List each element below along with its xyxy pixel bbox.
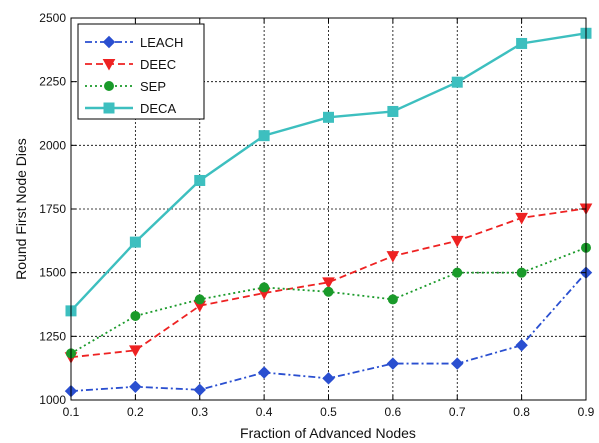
- y-tick-label: 1000: [39, 393, 66, 407]
- data-point-leach: [322, 372, 335, 385]
- legend-label-sep: SEP: [140, 79, 166, 94]
- legend-marker-deca: [103, 102, 115, 114]
- x-tick-label: 0.2: [127, 405, 144, 419]
- legend: LEACH DEEC SEP DECA: [77, 23, 205, 120]
- data-point-deec: [386, 251, 400, 263]
- data-point-leach: [257, 366, 271, 379]
- x-axis-title: Fraction of Advanced Nodes: [240, 425, 416, 441]
- data-point-sep: [130, 310, 141, 321]
- y-tick-label: 1750: [39, 202, 66, 216]
- data-point-leach: [129, 380, 142, 393]
- data-point-deec: [450, 235, 464, 248]
- data-point-deca: [516, 37, 528, 49]
- data-point-deca: [451, 76, 463, 88]
- data-point-sep: [516, 267, 527, 278]
- x-tick-label: 0.6: [385, 405, 402, 419]
- legend-label-deca: DECA: [140, 101, 176, 116]
- data-point-deec: [515, 212, 528, 225]
- y-tick-label: 1250: [39, 329, 66, 343]
- data-point-sep: [452, 267, 463, 278]
- data-point-deca: [194, 174, 206, 186]
- x-tick-label: 0.7: [449, 405, 466, 419]
- series-sep: [66, 242, 591, 359]
- y-tick-label: 1500: [39, 266, 66, 280]
- data-point-deec: [129, 345, 142, 357]
- legend-marker-sep: [104, 81, 114, 91]
- x-tick-label: 0.9: [578, 405, 595, 419]
- y-tick-label: 2250: [39, 75, 66, 89]
- data-point-deca: [387, 105, 399, 117]
- x-axis-ticks: 0.1 0.2 0.3 0.4 0.5 0.6 0.7 0.8 0.9: [63, 18, 595, 419]
- y-axis-ticks: 1000 1250 1500 1750 2000 2250 2500: [39, 11, 586, 407]
- data-point-deca: [323, 111, 334, 123]
- y-axis-title: Round First Node Dies: [13, 138, 29, 280]
- x-tick-label: 0.1: [63, 405, 80, 419]
- data-point-leach: [451, 357, 464, 370]
- legend-marker-deec: [102, 59, 116, 71]
- data-point-sep: [259, 282, 270, 293]
- data-point-deca: [129, 236, 141, 248]
- data-point-leach: [386, 357, 400, 370]
- data-point-deca: [258, 130, 270, 142]
- x-tick-label: 0.3: [191, 405, 208, 419]
- x-tick-label: 0.8: [513, 405, 530, 419]
- legend-marker-leach: [102, 35, 116, 49]
- legend-box: [77, 23, 205, 120]
- data-point-sep: [194, 294, 205, 305]
- legend-label-leach: LEACH: [140, 35, 183, 50]
- series-line-deec: [70, 207, 587, 359]
- data-point-deec: [322, 277, 335, 289]
- y-tick-label: 2000: [39, 138, 66, 152]
- data-point-sep: [323, 286, 334, 297]
- x-tick-label: 0.4: [256, 405, 273, 419]
- y-tick-label: 2500: [39, 11, 66, 25]
- data-point-leach: [515, 339, 528, 352]
- series-layer: [64, 27, 593, 398]
- x-tick-label: 0.5: [320, 405, 337, 419]
- data-point-sep: [387, 294, 398, 305]
- legend-label-deec: DEEC: [140, 57, 176, 72]
